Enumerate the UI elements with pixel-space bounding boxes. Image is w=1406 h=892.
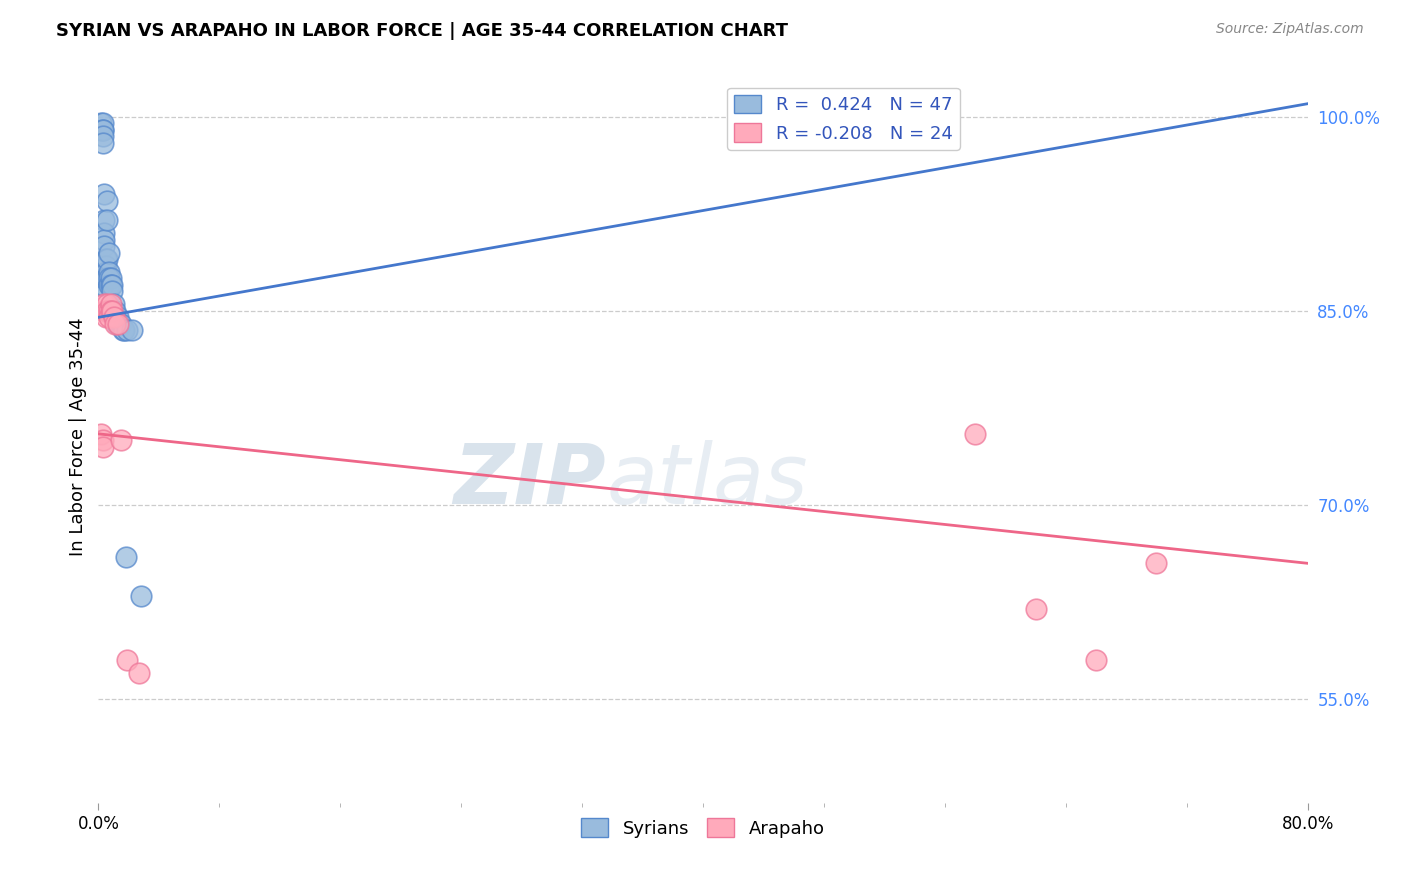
Point xyxy=(96,297,118,311)
Point xyxy=(100,297,122,311)
Point xyxy=(98,245,121,260)
Point xyxy=(96,213,118,227)
Text: ZIP: ZIP xyxy=(454,441,606,522)
Point xyxy=(115,323,138,337)
Point xyxy=(91,277,114,292)
Point xyxy=(101,303,124,318)
Point xyxy=(90,116,112,130)
Point xyxy=(110,434,132,448)
Point xyxy=(93,187,115,202)
Point xyxy=(91,440,114,454)
Point xyxy=(114,549,136,564)
Point xyxy=(94,265,117,279)
Point xyxy=(91,434,114,448)
Legend: Syrians, Arapaho: Syrians, Arapaho xyxy=(574,811,832,845)
Point xyxy=(98,303,121,318)
Point xyxy=(94,310,117,325)
Point xyxy=(112,323,135,337)
Point xyxy=(115,653,138,667)
Point xyxy=(91,122,114,136)
Text: atlas: atlas xyxy=(606,441,808,522)
Point xyxy=(91,129,114,144)
Point xyxy=(1085,653,1108,667)
Point xyxy=(98,265,121,279)
Point xyxy=(93,239,115,253)
Point xyxy=(107,317,129,331)
Point xyxy=(100,277,122,292)
Point xyxy=(121,323,143,337)
Point xyxy=(90,122,112,136)
Point xyxy=(104,303,127,318)
Point xyxy=(96,194,118,208)
Point xyxy=(100,303,122,318)
Point xyxy=(104,317,127,331)
Point xyxy=(96,303,118,318)
Point xyxy=(107,317,129,331)
Point xyxy=(128,666,150,681)
Point xyxy=(96,252,118,266)
Point xyxy=(96,271,118,285)
Point xyxy=(90,426,112,441)
Y-axis label: In Labor Force | Age 35-44: In Labor Force | Age 35-44 xyxy=(69,318,87,557)
Point xyxy=(101,285,124,299)
Point xyxy=(103,310,125,325)
Point xyxy=(98,277,121,292)
Point xyxy=(93,213,115,227)
Point xyxy=(100,271,122,285)
Point xyxy=(93,297,115,311)
Point xyxy=(104,310,127,325)
Point xyxy=(93,303,115,318)
Point xyxy=(1144,557,1167,571)
Point xyxy=(103,303,125,318)
Point xyxy=(98,310,121,325)
Point xyxy=(94,259,117,273)
Point xyxy=(101,277,124,292)
Point xyxy=(103,297,125,311)
Point xyxy=(91,116,114,130)
Point xyxy=(107,310,129,325)
Point xyxy=(94,271,117,285)
Point xyxy=(98,271,121,285)
Point xyxy=(89,277,111,292)
Point xyxy=(105,317,128,331)
Point xyxy=(91,122,114,136)
Text: Source: ZipAtlas.com: Source: ZipAtlas.com xyxy=(1216,22,1364,37)
Point xyxy=(94,303,117,318)
Point xyxy=(93,226,115,240)
Point xyxy=(129,589,152,603)
Point xyxy=(1024,601,1046,615)
Point xyxy=(111,323,134,337)
Point xyxy=(93,233,115,247)
Point xyxy=(93,271,115,285)
Point xyxy=(108,317,131,331)
Text: SYRIAN VS ARAPAHO IN LABOR FORCE | AGE 35-44 CORRELATION CHART: SYRIAN VS ARAPAHO IN LABOR FORCE | AGE 3… xyxy=(56,22,789,40)
Point xyxy=(94,252,117,266)
Point xyxy=(91,136,114,150)
Point xyxy=(91,271,114,285)
Point xyxy=(110,317,132,331)
Point xyxy=(965,426,987,441)
